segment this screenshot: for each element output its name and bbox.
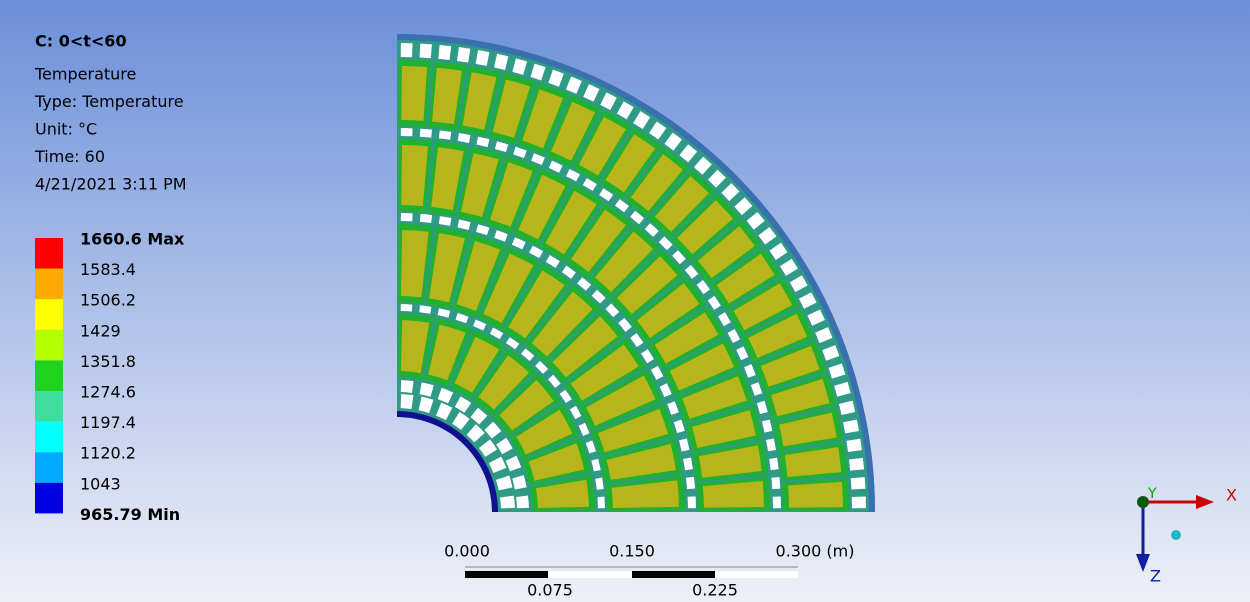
result-info: Time: 60 xyxy=(34,147,105,166)
slot xyxy=(401,380,414,393)
slot xyxy=(516,495,529,508)
legend-label: 1429 xyxy=(80,321,121,340)
legend-swatch xyxy=(35,330,63,361)
legend-label: 1351.8 xyxy=(80,352,136,371)
scale-label: 0.075 xyxy=(527,581,573,600)
slot xyxy=(769,458,778,470)
axis-triad: X Y Z xyxy=(1136,486,1237,586)
legend-label: 1274.6 xyxy=(80,383,136,402)
block-core xyxy=(401,66,427,121)
slot xyxy=(420,214,432,223)
slot xyxy=(439,130,451,139)
scale-label: 0.225 xyxy=(692,581,738,600)
legend-label: 965.79 Min xyxy=(80,505,180,524)
slot xyxy=(420,44,432,59)
scale-label: 0.300 (m) xyxy=(776,542,855,561)
legend-label: 1197.4 xyxy=(80,413,136,432)
scale-label: 0.000 xyxy=(444,542,490,561)
slot xyxy=(401,128,413,136)
geometry xyxy=(397,34,875,512)
slot xyxy=(401,43,413,57)
result-title: C: 0<t<60 xyxy=(35,32,127,51)
legend-label: 1583.4 xyxy=(80,260,136,279)
slot xyxy=(773,496,781,508)
legend-label: 1660.6 Max xyxy=(80,230,185,249)
result-info: 4/21/2021 3:11 PM xyxy=(35,175,187,194)
result-info: Type: Temperature xyxy=(34,92,184,111)
slot xyxy=(852,496,866,508)
slot xyxy=(401,213,413,221)
slot xyxy=(686,477,695,489)
z-axis-label: Z xyxy=(1150,567,1161,586)
scale-bar: 0.000 0.150 0.300 (m) 0.075 0.225 xyxy=(444,542,854,600)
legend-swatch xyxy=(35,452,63,483)
y-axis-label: Y xyxy=(1147,486,1157,502)
legend-label: 1120.2 xyxy=(80,444,136,463)
slot xyxy=(401,394,414,409)
legend-swatch xyxy=(35,299,63,330)
scene: C: 0<t<60 Temperature Type: Temperature Un… xyxy=(0,0,1250,602)
legend-swatch xyxy=(35,269,63,300)
legend-label: 1506.2 xyxy=(80,291,136,310)
viewport: C: 0<t<60 Temperature Type: Temperature Un… xyxy=(0,0,1250,602)
legend-swatch xyxy=(35,391,63,422)
slot xyxy=(846,439,862,452)
x-axis-label: X xyxy=(1226,486,1237,505)
slot xyxy=(500,496,515,509)
result-info: Unit: °C xyxy=(35,120,97,139)
legend-swatch xyxy=(35,360,63,391)
slot xyxy=(771,477,780,489)
legend-swatch xyxy=(35,238,63,269)
scale-label: 0.150 xyxy=(609,542,655,561)
legend-label: 1043 xyxy=(80,474,121,493)
slot xyxy=(401,304,413,312)
slot xyxy=(849,458,864,471)
slot xyxy=(420,129,432,138)
slot xyxy=(457,47,470,63)
slot xyxy=(438,45,451,60)
slot xyxy=(597,497,605,509)
slot xyxy=(851,477,866,489)
legend-swatch xyxy=(35,483,63,514)
result-info: Temperature xyxy=(34,65,136,84)
block-core xyxy=(788,482,843,508)
slot xyxy=(688,496,696,508)
legend-swatch xyxy=(35,422,63,453)
